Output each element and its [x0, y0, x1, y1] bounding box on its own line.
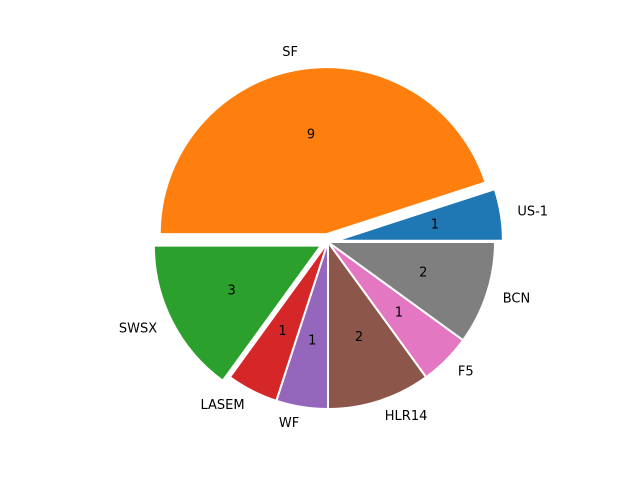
category-label-us-1: US-1	[517, 205, 548, 220]
pie-slice-swsx	[152, 244, 322, 382]
pie-slice-sf	[158, 66, 487, 236]
category-label-hlr14: HLR14	[385, 409, 428, 424]
pie-slice-hlr14	[327, 241, 428, 410]
value-label-wf: 1	[308, 333, 316, 348]
category-label-bcn: BCN	[503, 291, 531, 306]
pie-slice-us-1	[334, 188, 504, 242]
value-label-us-1: 1	[431, 218, 439, 233]
value-label-swsx: 3	[227, 284, 235, 299]
value-label-lasem: 1	[278, 324, 286, 339]
category-label-f5: F5	[458, 364, 474, 379]
value-label-f5: 1	[395, 305, 403, 320]
value-label-hlr14: 2	[355, 330, 363, 345]
value-label-sf: 9	[307, 128, 315, 143]
category-label-lasem: LASEM	[200, 398, 244, 413]
value-label-bcn: 2	[419, 265, 427, 280]
pie-value-labels: 1 9 3 1 1 2 1 2	[227, 128, 439, 349]
pie-category-labels: US-1 SF SWSX LASEM WF HLR14 F5 BCN	[119, 45, 548, 431]
category-label-sf: SF	[282, 45, 298, 60]
pie-slices	[152, 66, 504, 410]
category-label-swsx: SWSX	[119, 322, 157, 337]
pie-slice-bcn	[327, 241, 496, 342]
category-label-wf: WF	[279, 416, 299, 431]
